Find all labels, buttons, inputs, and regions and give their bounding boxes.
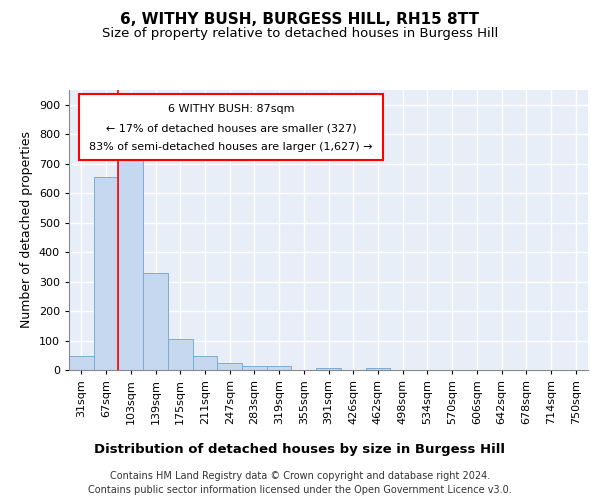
FancyBboxPatch shape <box>79 94 383 160</box>
Text: Distribution of detached houses by size in Burgess Hill: Distribution of detached houses by size … <box>95 442 505 456</box>
Bar <box>316 368 341 370</box>
Bar <box>242 366 267 370</box>
Bar <box>118 152 143 370</box>
Bar <box>193 356 217 370</box>
Bar <box>217 363 242 370</box>
Text: 6 WITHY BUSH: 87sqm: 6 WITHY BUSH: 87sqm <box>168 104 295 115</box>
Text: 83% of semi-detached houses are larger (1,627) →: 83% of semi-detached houses are larger (… <box>89 142 373 152</box>
Bar <box>365 368 390 370</box>
Text: ← 17% of detached houses are smaller (327): ← 17% of detached houses are smaller (32… <box>106 124 356 134</box>
Text: Size of property relative to detached houses in Burgess Hill: Size of property relative to detached ho… <box>102 28 498 40</box>
Bar <box>168 339 193 370</box>
Bar <box>267 366 292 370</box>
Text: Contains HM Land Registry data © Crown copyright and database right 2024.: Contains HM Land Registry data © Crown c… <box>110 471 490 481</box>
Bar <box>143 274 168 370</box>
Bar <box>69 356 94 370</box>
Text: 6, WITHY BUSH, BURGESS HILL, RH15 8TT: 6, WITHY BUSH, BURGESS HILL, RH15 8TT <box>121 12 479 28</box>
Bar <box>94 177 118 370</box>
Y-axis label: Number of detached properties: Number of detached properties <box>20 132 33 328</box>
Text: Contains public sector information licensed under the Open Government Licence v3: Contains public sector information licen… <box>88 485 512 495</box>
